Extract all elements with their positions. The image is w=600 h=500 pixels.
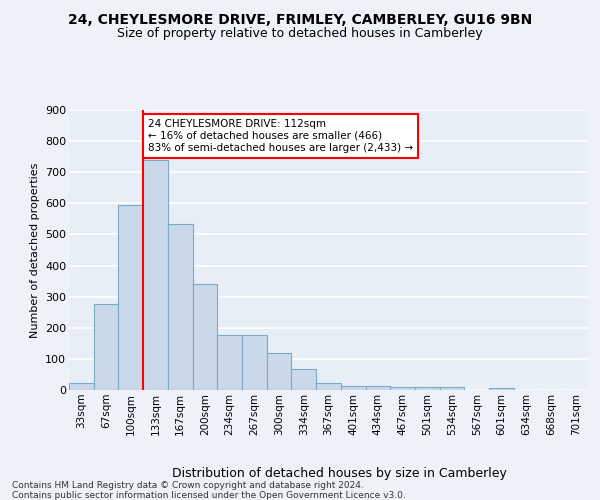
Bar: [489, 388, 514, 390]
Bar: [242, 334, 267, 390]
Bar: [168, 224, 193, 390]
Bar: [365, 386, 390, 390]
Bar: [118, 205, 143, 390]
Bar: [217, 334, 242, 390]
Bar: [193, 284, 217, 390]
Text: Contains public sector information licensed under the Open Government Licence v3: Contains public sector information licen…: [12, 491, 406, 500]
Text: Contains HM Land Registry data © Crown copyright and database right 2024.: Contains HM Land Registry data © Crown c…: [12, 481, 364, 490]
Bar: [267, 354, 292, 390]
Bar: [440, 387, 464, 390]
Text: Size of property relative to detached houses in Camberley: Size of property relative to detached ho…: [117, 28, 483, 40]
Bar: [69, 383, 94, 390]
Bar: [143, 160, 168, 390]
Bar: [415, 387, 440, 390]
Bar: [341, 386, 365, 390]
Text: 24, CHEYLESMORE DRIVE, FRIMLEY, CAMBERLEY, GU16 9BN: 24, CHEYLESMORE DRIVE, FRIMLEY, CAMBERLE…: [68, 12, 532, 26]
Text: Distribution of detached houses by size in Camberley: Distribution of detached houses by size …: [172, 468, 506, 480]
Bar: [316, 383, 341, 390]
Bar: [94, 304, 118, 390]
Y-axis label: Number of detached properties: Number of detached properties: [29, 162, 40, 338]
Bar: [390, 387, 415, 390]
Text: 24 CHEYLESMORE DRIVE: 112sqm
← 16% of detached houses are smaller (466)
83% of s: 24 CHEYLESMORE DRIVE: 112sqm ← 16% of de…: [148, 120, 413, 152]
Bar: [292, 369, 316, 390]
